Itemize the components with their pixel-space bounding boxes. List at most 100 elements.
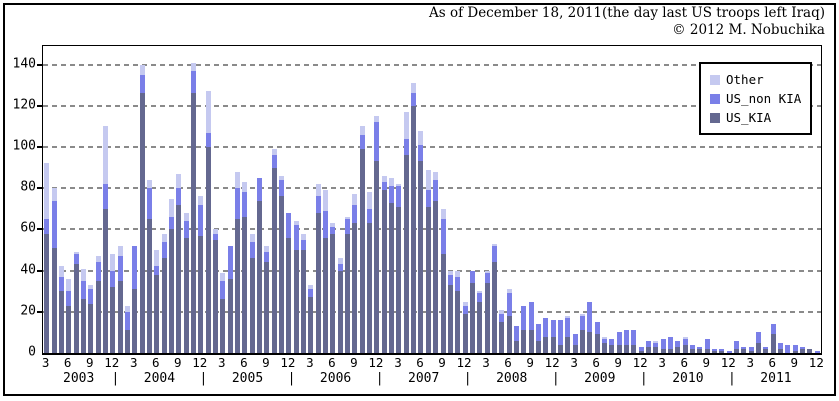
bar-segment-US-KIA — [330, 233, 336, 353]
bar-segment-US-KIA — [484, 282, 490, 353]
bar-segment-US-non-KIA — [352, 204, 358, 224]
x-year-label-2003: 2003 — [63, 371, 95, 386]
bar-segment-US-non-KIA — [227, 245, 233, 279]
bar-segment-US-non-KIA — [631, 330, 637, 345]
bar-segment-US-KIA — [102, 208, 108, 353]
bar-segment-US-KIA — [646, 346, 652, 353]
bar-2003-05 — [58, 266, 64, 353]
bar-segment-US-non-KIA — [293, 225, 299, 250]
bar-2008-03 — [484, 270, 490, 353]
bar-segment-US-KIA — [624, 344, 629, 353]
bar-2004-01 — [117, 245, 123, 353]
bar-2003-03 — [44, 163, 50, 353]
bar-2007-12 — [462, 301, 468, 353]
bar-segment-US-KIA — [462, 313, 468, 353]
bar-segment-US-KIA — [579, 330, 585, 353]
bar-2004-04 — [139, 64, 145, 353]
bar-2010-03 — [660, 338, 666, 353]
bar-2011-07 — [778, 342, 784, 353]
bar-2009-05 — [587, 301, 593, 353]
bar-2009-08 — [609, 338, 615, 353]
bar-segment-Other — [601, 336, 607, 339]
x-tick-month-12: 12 — [368, 355, 384, 370]
bar-segment-US-KIA — [308, 297, 314, 353]
x-tick-month-12: 12 — [808, 355, 824, 370]
bar-segment-US-KIA — [117, 280, 123, 353]
bar-segment-Other — [381, 175, 387, 182]
bar-2005-05 — [235, 171, 240, 353]
bar-segment-US-KIA — [513, 340, 519, 353]
bar-segment-US-KIA — [139, 93, 145, 353]
bar-segment-US-KIA — [748, 350, 754, 353]
bar-segment-Other — [330, 223, 336, 228]
bar-segment-US-non-KIA — [513, 326, 519, 341]
bar-2006-05 — [323, 190, 329, 353]
bar-segment-US-KIA — [242, 217, 248, 353]
bar-2004-03 — [132, 245, 138, 353]
bar-segment-US-non-KIA — [756, 332, 762, 343]
bar-segment-US-KIA — [756, 342, 762, 353]
bar-2008-02 — [477, 291, 483, 353]
bar-segment-Other — [66, 278, 72, 292]
bar-segment-US-KIA — [51, 247, 57, 353]
bar-segment-US-KIA — [609, 344, 615, 353]
bar-segment-US-non-KIA — [646, 340, 652, 347]
legend-swatch-icon — [710, 93, 720, 104]
bar-segment-Other — [447, 270, 453, 275]
bar-2011-02 — [741, 346, 747, 353]
bar-2003-06 — [66, 278, 72, 353]
bar-segment-US-non-KIA — [814, 350, 820, 353]
y-label-120: 120 — [12, 97, 36, 113]
bar-segment-US-KIA — [389, 202, 395, 353]
bar-segment-US-non-KIA — [44, 219, 50, 234]
bar-2011-11 — [807, 348, 813, 353]
x-tick-month-12: 12 — [544, 355, 560, 370]
bar-2007-07 — [425, 169, 431, 353]
bar-segment-US-KIA — [557, 344, 563, 353]
gridline-100 — [43, 145, 821, 148]
bar-segment-US-non-KIA — [491, 245, 497, 263]
bar-segment-Other — [352, 194, 358, 205]
bar-segment-Other — [389, 177, 395, 187]
bar-segment-US-non-KIA — [521, 305, 527, 331]
bar-segment-US-KIA — [770, 334, 776, 353]
bar-segment-US-non-KIA — [550, 320, 556, 337]
bar-2010-10 — [712, 348, 718, 353]
bar-segment-US-non-KIA — [264, 252, 270, 263]
bar-segment-US-KIA — [66, 305, 72, 353]
x-tick-month-12: 12 — [456, 355, 472, 370]
bar-segment-US-KIA — [734, 348, 740, 353]
bar-segment-US-KIA — [741, 348, 747, 353]
bar-segment-US-non-KIA — [675, 340, 681, 347]
bar-2011-01 — [734, 340, 740, 353]
y-tickmark-60 — [37, 228, 43, 231]
bar-2005-04 — [227, 245, 233, 353]
bar-2007-04 — [403, 111, 409, 353]
bar-segment-US-KIA — [477, 301, 483, 353]
bar-segment-US-non-KIA — [579, 315, 585, 331]
bar-segment-US-non-KIA — [242, 192, 248, 218]
bar-2011-08 — [785, 344, 791, 353]
bar-segment-US-non-KIA — [411, 93, 417, 106]
x-tick-month-6: 6 — [768, 355, 777, 370]
bar-2007-09 — [440, 208, 446, 353]
bar-segment-Other — [374, 116, 380, 123]
bar-segment-US-KIA — [345, 233, 351, 353]
bar-segment-US-KIA — [44, 233, 50, 353]
bar-segment-US-KIA — [190, 93, 196, 353]
bar-segment-Other — [139, 64, 145, 75]
bar-2011-12 — [814, 350, 820, 353]
bar-2007-02 — [389, 177, 395, 353]
bar-segment-US-KIA — [682, 344, 688, 353]
bar-segment-US-non-KIA — [403, 138, 409, 156]
bar-2008-08 — [521, 305, 527, 353]
bar-segment-US-non-KIA — [418, 144, 424, 162]
year-separator-2007: | — [463, 371, 472, 386]
bar-2009-10 — [624, 330, 629, 353]
bar-2011-05 — [763, 346, 769, 353]
bar-segment-Other — [579, 313, 585, 316]
bar-2008-05 — [499, 309, 505, 353]
bar-segment-Other — [396, 184, 402, 187]
bar-segment-US-non-KIA — [345, 219, 351, 234]
bar-2005-11 — [279, 175, 285, 353]
